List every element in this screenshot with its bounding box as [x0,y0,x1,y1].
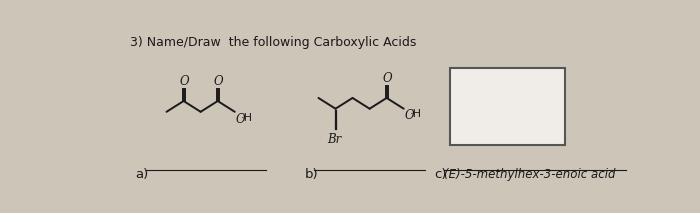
Text: O: O [179,75,189,88]
Text: Br: Br [328,133,342,146]
Text: O: O [235,112,245,126]
Text: ·H: ·H [410,109,422,119]
Text: a): a) [136,168,149,181]
Text: c): c) [435,168,447,181]
Text: O: O [214,75,223,88]
Text: O: O [382,72,392,85]
Text: O: O [405,109,414,122]
Text: ·H: ·H [241,112,253,122]
Text: (E)-5-methylhex-3-enoic acid: (E)-5-methylhex-3-enoic acid [444,168,615,181]
Text: 3) Name/Draw  the following Carboxylic Acids: 3) Name/Draw the following Carboxylic Ac… [130,36,416,49]
Bar [450,68,565,145]
Text: b): b) [304,168,318,181]
